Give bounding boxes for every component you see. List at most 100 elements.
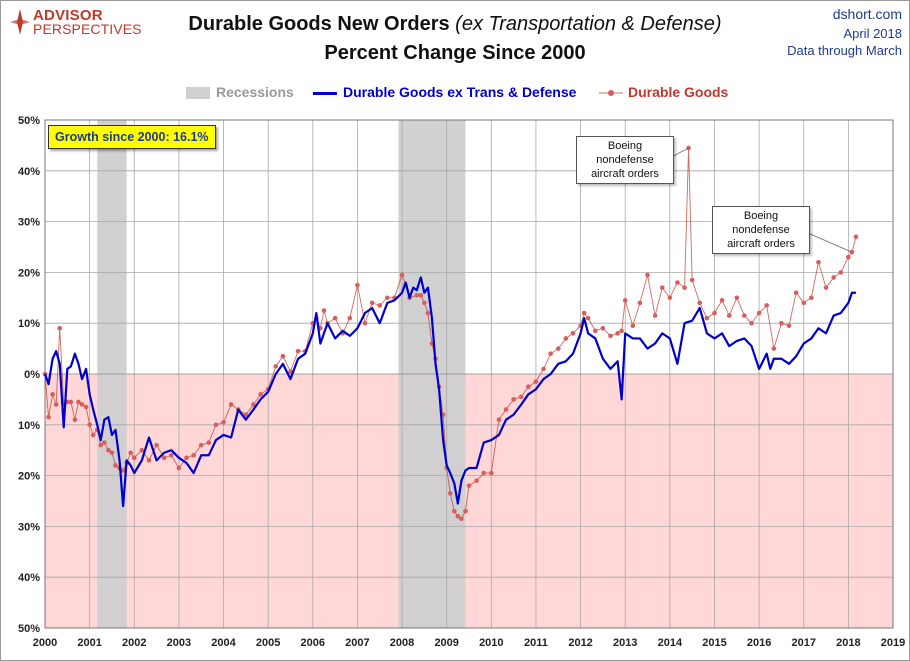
data-point-durable-goods [355, 282, 360, 288]
y-tick-label: 50% [18, 115, 40, 127]
data-point-durable-goods [667, 295, 673, 301]
data-point-durable-goods [496, 417, 502, 423]
y-tick-label: 10% [18, 318, 40, 330]
x-tick-label: 2002 [122, 637, 146, 649]
data-point-durable-goods [53, 402, 59, 407]
data-point-durable-goods [764, 303, 769, 308]
data-point-durable-goods [581, 310, 587, 316]
data-point-durable-goods [146, 458, 152, 463]
data-point-durable-goods [385, 295, 390, 301]
x-tick-label: 2015 [702, 637, 726, 649]
x-tick-label: 2018 [836, 637, 860, 649]
legend-blue-series: Durable Goods ex Trans & Defense [313, 84, 583, 102]
data-point-durable-goods [801, 300, 807, 306]
data-point-durable-goods [645, 272, 650, 278]
x-tick-label: 2014 [658, 637, 683, 649]
y-tick-label: 50% [18, 623, 40, 635]
data-point-durable-goods [675, 280, 680, 285]
chart-title-qualifier: (ex Transportation & Defense) [455, 13, 722, 35]
data-point-durable-goods [622, 298, 628, 303]
x-tick-label: 2003 [167, 637, 191, 649]
data-point-durable-goods [563, 336, 569, 341]
x-tick-label: 2004 [211, 637, 236, 649]
data-point-durable-goods [243, 412, 249, 417]
legend-red-label: Durable Goods [628, 84, 729, 100]
data-point-durable-goods [50, 392, 55, 397]
data-point-durable-goods [120, 468, 126, 473]
data-point-durable-goods [779, 320, 784, 326]
data-point-durable-goods [474, 478, 479, 483]
note-line: nondefense [596, 154, 654, 166]
data-point-durable-goods [273, 364, 279, 369]
data-point-durable-goods [637, 300, 643, 306]
data-point-durable-goods [600, 325, 606, 331]
compass-icon [10, 9, 30, 35]
data-point-durable-goods [466, 483, 472, 489]
data-through: Data through March [787, 43, 902, 58]
brand-name: ADVISOR [33, 7, 103, 24]
data-point-durable-goods [682, 285, 687, 290]
data-point-durable-goods [221, 419, 226, 425]
data-point-durable-goods [742, 313, 747, 318]
data-point-durable-goods [585, 315, 591, 321]
data-point-durable-goods [57, 325, 63, 331]
data-point-durable-goods [630, 323, 636, 329]
data-point-durable-goods [689, 277, 695, 283]
brand-logo: ADVISOR PERSPECTIVES [10, 7, 141, 37]
data-point-durable-goods [831, 275, 836, 280]
data-point-durable-goods [771, 346, 777, 351]
legend-recessions: Recessions [186, 84, 306, 102]
data-point-durable-goods [251, 402, 256, 407]
data-point-durable-goods [176, 465, 182, 471]
data-point-durable-goods [652, 313, 658, 318]
data-point-durable-goods [79, 402, 85, 407]
y-tick-label: 30% [18, 217, 40, 229]
data-point-durable-goods [332, 315, 338, 321]
y-tick-label: 20% [18, 267, 40, 279]
data-point-durable-goods [76, 399, 81, 405]
data-point-durable-goods [548, 351, 553, 356]
x-tick-label: 2009 [434, 637, 458, 649]
data-point-durable-goods [555, 346, 561, 351]
data-point-durable-goods [87, 422, 92, 428]
x-tick-label: 2012 [568, 637, 592, 649]
data-point-durable-goods [106, 447, 111, 453]
data-point-durable-goods [414, 292, 420, 298]
data-point-durable-goods [526, 384, 531, 390]
y-tick-label: 40% [18, 166, 40, 178]
data-point-durable-goods [816, 259, 821, 265]
data-point-durable-goods [213, 422, 219, 428]
source-site: dshort.com [832, 6, 902, 22]
data-point-durable-goods [161, 455, 167, 461]
data-point-durable-goods [712, 310, 717, 316]
series-line-durable-goods [44, 147, 857, 520]
data-point-durable-goods [697, 300, 703, 306]
data-point-durable-goods [809, 295, 814, 301]
x-tick-label: 2006 [301, 637, 325, 649]
data-point-durable-goods [659, 285, 665, 290]
data-point-durable-goods [169, 452, 174, 458]
data-point-durable-goods [377, 303, 383, 308]
data-point-durable-goods [593, 328, 598, 334]
data-point-durable-goods [455, 513, 461, 519]
chart-subtitle: Percent Change Since 2000 [324, 42, 586, 64]
y-tick-label: 10% [18, 420, 40, 432]
data-point-durable-goods [459, 516, 464, 522]
x-tick-label: 2019 [881, 637, 905, 649]
data-point-durable-goods [131, 455, 137, 461]
data-point-durable-goods [481, 470, 487, 476]
boeing-annotation-2018: Boeing nondefense aircraft orders [712, 206, 810, 254]
data-point-durable-goods [425, 310, 431, 316]
data-point-durable-goods [154, 442, 159, 448]
data-point-durable-goods [726, 313, 732, 318]
note-line: Boeing [607, 140, 643, 152]
data-point-durable-goods [295, 348, 301, 354]
x-tick-label: 2001 [77, 637, 101, 649]
data-point-durable-goods [198, 442, 204, 448]
y-tick-label: 40% [18, 572, 40, 584]
publish-date: April 2018 [843, 26, 902, 41]
data-point-durable-goods [46, 414, 51, 420]
data-point-durable-goods [749, 320, 754, 326]
note-line: aircraft orders [591, 168, 659, 180]
